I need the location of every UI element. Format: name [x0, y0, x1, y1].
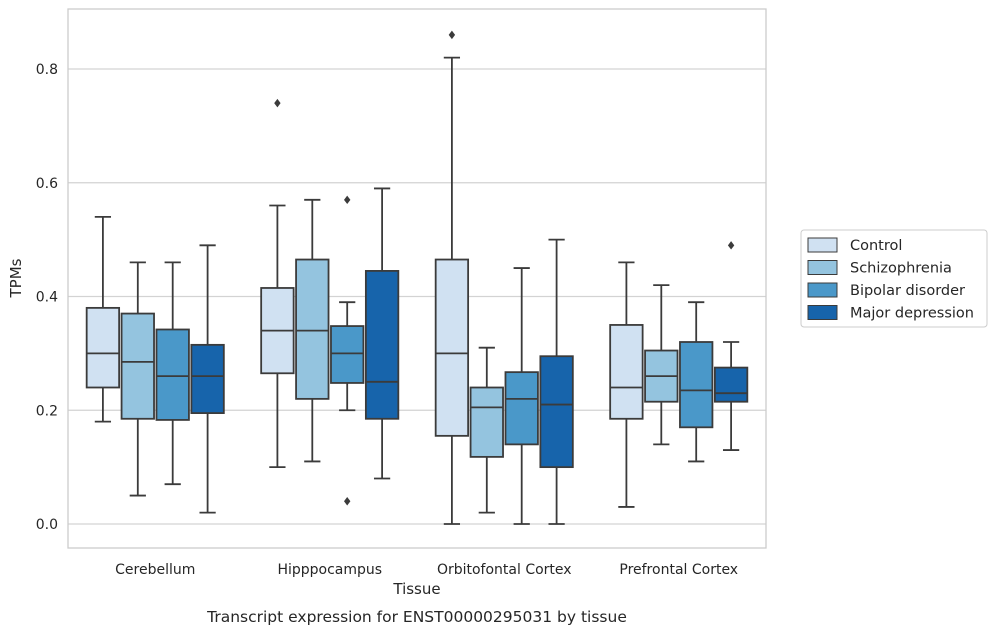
plot-frame [67, 8, 767, 549]
y-tick-labels: 0.0 0.2 0.4 0.6 0.8 [36, 62, 58, 533]
box-iqr [539, 355, 574, 469]
box-2-3 [539, 238, 574, 525]
box-0-3 [190, 244, 225, 514]
x-tick-label: Hipppocampus [277, 562, 382, 578]
outlier-point [274, 98, 281, 108]
box-1-0 [260, 98, 295, 469]
x-axis-label: Tissue [392, 580, 440, 598]
box-iqr [469, 386, 504, 458]
y-tick-label: 0.0 [36, 517, 58, 533]
box-3-3 [713, 241, 749, 451]
chart-caption: Transcript expression for ENST0000029503… [206, 608, 627, 626]
y-tick-label: 0.2 [36, 403, 58, 419]
box-iqr [330, 325, 365, 384]
plot-area [68, 9, 766, 548]
legend-swatch [807, 282, 838, 298]
box-iqr [120, 312, 155, 420]
box-1-1 [295, 198, 330, 463]
legend-label: Schizophrenia [850, 261, 952, 277]
legend: Control Schizophrenia Bipolar disorder Majo… [800, 229, 988, 328]
legend-item: Bipolar disorder [807, 282, 965, 299]
box-iqr [295, 258, 330, 400]
box-1-3 [364, 187, 400, 480]
legend-items: Control Schizophrenia Bipolar disorder Majo… [807, 237, 974, 322]
box-iqr [190, 343, 225, 414]
box-iqr [679, 341, 714, 429]
box-0-1 [120, 261, 155, 497]
y-tick-label: 0.4 [36, 290, 58, 306]
legend-frame [800, 229, 988, 328]
legend-item: Control [807, 237, 902, 254]
box-iqr [609, 324, 644, 420]
y-tick-label: 0.6 [36, 176, 58, 192]
box-2-0 [434, 30, 470, 525]
box-1-2 [330, 195, 365, 506]
x-tick-label: Cerebellum [115, 562, 195, 578]
boxes-layer [85, 30, 749, 525]
legend-label: Bipolar disorder [850, 283, 965, 299]
box-0-0 [85, 215, 121, 423]
box-0-2 [155, 261, 190, 486]
y-axis-label: TPMs [7, 258, 25, 298]
legend-swatch [807, 305, 838, 320]
legend-label: Control [850, 238, 902, 254]
outlier-point [727, 241, 735, 250]
box-3-2 [679, 301, 714, 463]
outlier-point [344, 195, 351, 205]
y-tick-label: 0.8 [36, 62, 58, 78]
legend-item: Major depression [807, 305, 974, 322]
box-iqr [364, 270, 400, 420]
box-2-2 [504, 267, 539, 525]
legend-swatch [807, 260, 838, 275]
box-iqr [713, 366, 749, 403]
box-iqr [155, 328, 190, 421]
box-iqr [85, 306, 121, 389]
legend-label: Major depression [850, 306, 974, 322]
x-tick-labels: Cerebellum Hipppocampus Orbitofontal Corte… [115, 562, 738, 578]
outlier-point [448, 30, 456, 40]
x-tick-label: Prefrontal Cortex [619, 562, 738, 578]
box-2-1 [469, 346, 504, 514]
box-3-0 [609, 261, 644, 508]
box-3-1 [644, 284, 679, 446]
x-tick-label: Orbitofontal Cortex [437, 562, 572, 578]
legend-item: Schizophrenia [807, 260, 952, 277]
box-iqr [504, 371, 539, 446]
legend-swatch [807, 237, 838, 253]
box-iqr [434, 258, 470, 437]
outlier-point [344, 497, 351, 506]
